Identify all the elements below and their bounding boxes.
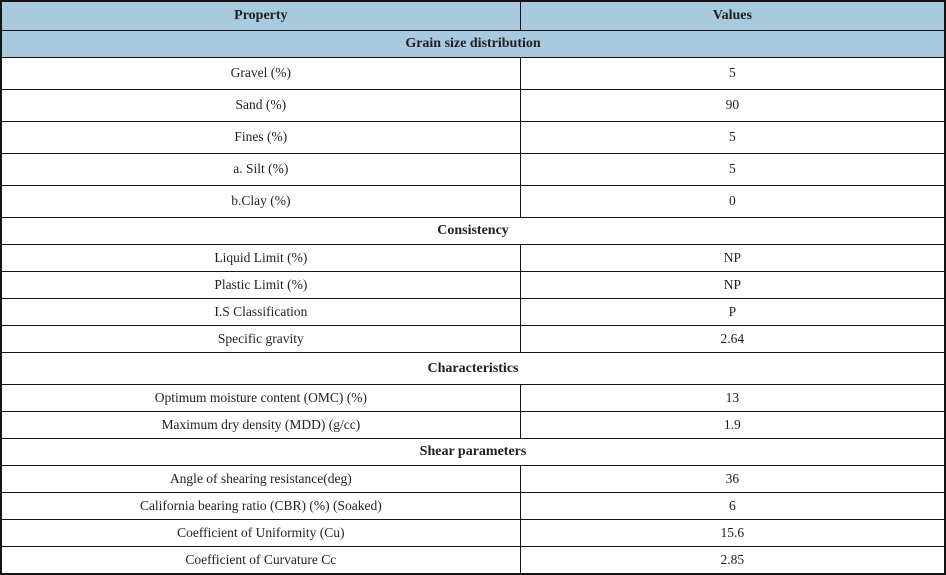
section-header-row: Consistency	[0, 216, 946, 245]
value-cell: 2.64	[519, 324, 946, 354]
value-cell: 2.85	[519, 546, 946, 575]
table-row: Fines (%) 5	[0, 120, 946, 154]
column-header-values: Values	[519, 0, 946, 31]
table-row: Sand (%) 90	[0, 88, 946, 122]
property-cell: Fines (%)	[0, 120, 521, 154]
property-cell: Angle of shearing resistance(deg)	[0, 465, 521, 494]
property-cell: Coefficient of Uniformity (Cu)	[0, 519, 521, 548]
table-row: I.S Classification P	[0, 297, 946, 326]
property-cell: Optimum moisture content (OMC) (%)	[0, 384, 521, 413]
value-cell: 36	[519, 465, 946, 494]
table-body: Grain size distribution Gravel (%) 5 Sand (…	[0, 29, 946, 575]
value-cell: 13	[519, 384, 946, 413]
table-row: Angle of shearing resistance(deg) 36	[0, 465, 946, 494]
section-header-row: Characteristics	[0, 352, 946, 386]
column-header-property: Property	[0, 0, 521, 31]
value-cell: 15.6	[519, 519, 946, 548]
section-title: Characteristics	[0, 352, 946, 386]
value-cell: 90	[519, 88, 946, 122]
property-cell: Coefficient of Curvature Cc	[0, 546, 521, 575]
table-row: Maximum dry density (MDD) (g/cc) 1.9	[0, 411, 946, 440]
table-header-row: Property Values	[0, 0, 946, 31]
table-row: Specific gravity 2.64	[0, 324, 946, 354]
value-cell: 6	[519, 492, 946, 521]
section-title: Shear parameters	[0, 438, 946, 467]
table-row: Optimum moisture content (OMC) (%) 13	[0, 384, 946, 413]
table-row: Liquid Limit (%) NP	[0, 243, 946, 272]
value-cell: 1.9	[519, 411, 946, 440]
property-cell: Sand (%)	[0, 88, 521, 122]
property-cell: a. Silt (%)	[0, 152, 521, 186]
table-row: Coefficient of Uniformity (Cu) 15.6	[0, 519, 946, 548]
value-cell: NP	[519, 243, 946, 272]
table-row: Coefficient of Curvature Cc 2.85	[0, 546, 946, 575]
property-cell: Liquid Limit (%)	[0, 243, 521, 272]
table-row: California bearing ratio (CBR) (%) (Soak…	[0, 492, 946, 521]
property-cell: California bearing ratio (CBR) (%) (Soak…	[0, 492, 521, 521]
section-title: Consistency	[0, 216, 946, 245]
property-cell: Gravel (%)	[0, 56, 521, 90]
value-cell: 5	[519, 152, 946, 186]
property-cell: b.Clay (%)	[0, 184, 521, 218]
value-cell: 5	[519, 56, 946, 90]
property-cell: Plastic Limit (%)	[0, 270, 521, 299]
table-row: b.Clay (%) 0	[0, 184, 946, 218]
value-cell: 0	[519, 184, 946, 218]
value-cell: P	[519, 297, 946, 326]
section-header-row: Grain size distribution	[0, 29, 946, 58]
section-header-row: Shear parameters	[0, 438, 946, 467]
table-row: Plastic Limit (%) NP	[0, 270, 946, 299]
value-cell: NP	[519, 270, 946, 299]
property-cell: Specific gravity	[0, 324, 521, 354]
table-row: Gravel (%) 5	[0, 56, 946, 90]
value-cell: 5	[519, 120, 946, 154]
property-cell: I.S Classification	[0, 297, 521, 326]
section-title: Grain size distribution	[0, 29, 946, 58]
table-row: a. Silt (%) 5	[0, 152, 946, 186]
property-cell: Maximum dry density (MDD) (g/cc)	[0, 411, 521, 440]
